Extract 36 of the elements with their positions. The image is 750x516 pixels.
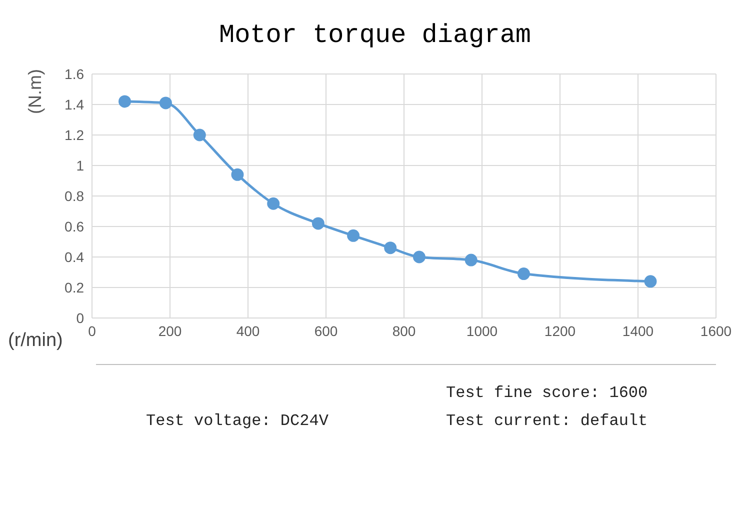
point bbox=[118, 95, 132, 108]
point bbox=[517, 268, 530, 280]
text: Test fine score: 1600 bbox=[446, 384, 649, 402]
x-tick-label: 0 bbox=[88, 322, 96, 339]
y-tick-label: 0.8 bbox=[64, 188, 84, 204]
point bbox=[312, 217, 324, 230]
point bbox=[193, 128, 206, 142]
y-tick-label: 0.6 bbox=[64, 218, 84, 234]
y-tick-label: 1 bbox=[76, 157, 84, 174]
point bbox=[159, 96, 172, 110]
x-tick-label: 1600 bbox=[700, 322, 732, 339]
y-tick-label: 1.2 bbox=[64, 126, 84, 143]
point bbox=[644, 275, 657, 288]
text: Test current: default bbox=[446, 412, 649, 430]
x-tick-label: 600 bbox=[314, 322, 338, 339]
x-axis-title: (r/min) bbox=[8, 330, 63, 352]
y-tick-label: 0.4 bbox=[64, 248, 84, 265]
point bbox=[267, 197, 280, 210]
chart-title: Motor torque diagram bbox=[218, 20, 532, 50]
x-tick-label: 800 bbox=[392, 322, 416, 339]
point bbox=[347, 229, 360, 242]
y-tick-label: 1.4 bbox=[64, 96, 84, 112]
x-tick-label: 1000 bbox=[466, 322, 498, 339]
point bbox=[464, 254, 478, 266]
y-axis-title: (N.m) bbox=[24, 69, 45, 114]
point bbox=[412, 250, 426, 264]
x-tick-label: 200 bbox=[158, 322, 182, 339]
text: Test voltage: DC24V bbox=[146, 412, 330, 430]
point bbox=[384, 242, 397, 254]
point bbox=[231, 168, 244, 181]
y-tick-label: 1.6 bbox=[64, 66, 84, 82]
x-tick-label: 1200 bbox=[544, 322, 576, 339]
y-tick-label: 0 bbox=[76, 310, 84, 326]
x-tick-label: 400 bbox=[236, 322, 260, 339]
x-tick-label: 1400 bbox=[622, 322, 654, 339]
y-tick-label: 0.2 bbox=[64, 279, 84, 296]
